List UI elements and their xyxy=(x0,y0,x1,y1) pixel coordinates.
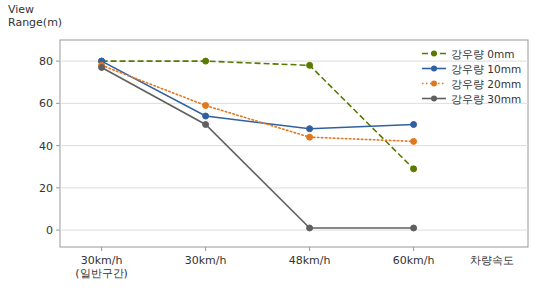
x-tick-label-line: 30km/h xyxy=(185,254,227,267)
y-tick xyxy=(56,145,60,146)
series-line xyxy=(102,61,414,169)
legend-marker xyxy=(431,96,437,102)
x-tick xyxy=(101,247,102,251)
x-tick-label-line: 48km/h xyxy=(289,254,331,267)
y-tick xyxy=(56,187,60,188)
y-axis-label: ViewRange(m) xyxy=(8,3,62,29)
data-point xyxy=(99,64,105,70)
legend-label: 강우량 0mm xyxy=(451,48,514,60)
x-tick xyxy=(205,247,206,251)
data-group xyxy=(99,58,417,231)
x-tick-label-line: 60km/h xyxy=(393,254,435,267)
data-point xyxy=(307,126,313,132)
grid-line xyxy=(60,187,528,188)
y-tick-label: 80 xyxy=(39,55,53,68)
y-tick xyxy=(56,230,60,231)
data-point xyxy=(203,121,209,127)
data-point xyxy=(307,62,313,68)
y-axis-label-line: Range(m) xyxy=(8,16,62,29)
y-tick-label: 20 xyxy=(39,182,53,195)
legend-label: 강우량 10mm xyxy=(451,63,521,75)
legend-marker xyxy=(431,81,437,87)
x-tick xyxy=(309,247,310,251)
plot-frame xyxy=(60,40,528,247)
data-point xyxy=(411,121,417,127)
data-point xyxy=(307,225,313,231)
data-point xyxy=(411,138,417,144)
data-point xyxy=(203,113,209,119)
y-tick xyxy=(56,103,60,104)
y-grid xyxy=(60,61,528,230)
data-point xyxy=(307,134,313,140)
y-tick xyxy=(56,61,60,62)
chart-svg: 020406080ViewRange(m)30km/h(일반구간)30km/h4… xyxy=(0,0,543,292)
legend-label: 강우량 30mm xyxy=(451,93,521,105)
legend-marker xyxy=(431,51,437,57)
x-tick-label: 30km/h xyxy=(185,254,227,267)
y-tick-label: 0 xyxy=(46,224,53,237)
data-point xyxy=(203,102,209,108)
x-tick-label: 60km/h xyxy=(393,254,435,267)
grid-line xyxy=(60,145,528,146)
chart-container: 020406080ViewRange(m)30km/h(일반구간)30km/h4… xyxy=(0,0,543,292)
y-tick-label: 60 xyxy=(39,97,53,110)
data-point xyxy=(203,58,209,64)
series-line xyxy=(102,67,414,228)
x-tick-label: 48km/h xyxy=(289,254,331,267)
y-axis-label-line: View xyxy=(8,3,34,16)
grid-line xyxy=(60,230,528,231)
data-point xyxy=(411,225,417,231)
legend-label: 강우량 20mm xyxy=(451,78,521,90)
series-line xyxy=(102,65,414,141)
x-tick-label-line: 30km/h xyxy=(81,254,123,267)
data-point xyxy=(411,166,417,172)
series-line xyxy=(102,61,414,129)
legend-marker xyxy=(431,66,437,72)
x-tick-label: 30km/h(일반구간) xyxy=(75,254,128,280)
legend: 강우량 0mm 강우량 10mm 강우량 20mm 강우량 30mm xyxy=(422,48,521,105)
x-tick-label-line: (일반구간) xyxy=(75,267,128,280)
x-tick xyxy=(413,247,414,251)
y-tick-label: 40 xyxy=(39,140,53,153)
x-axis-label: 차량속도 xyxy=(470,254,514,267)
